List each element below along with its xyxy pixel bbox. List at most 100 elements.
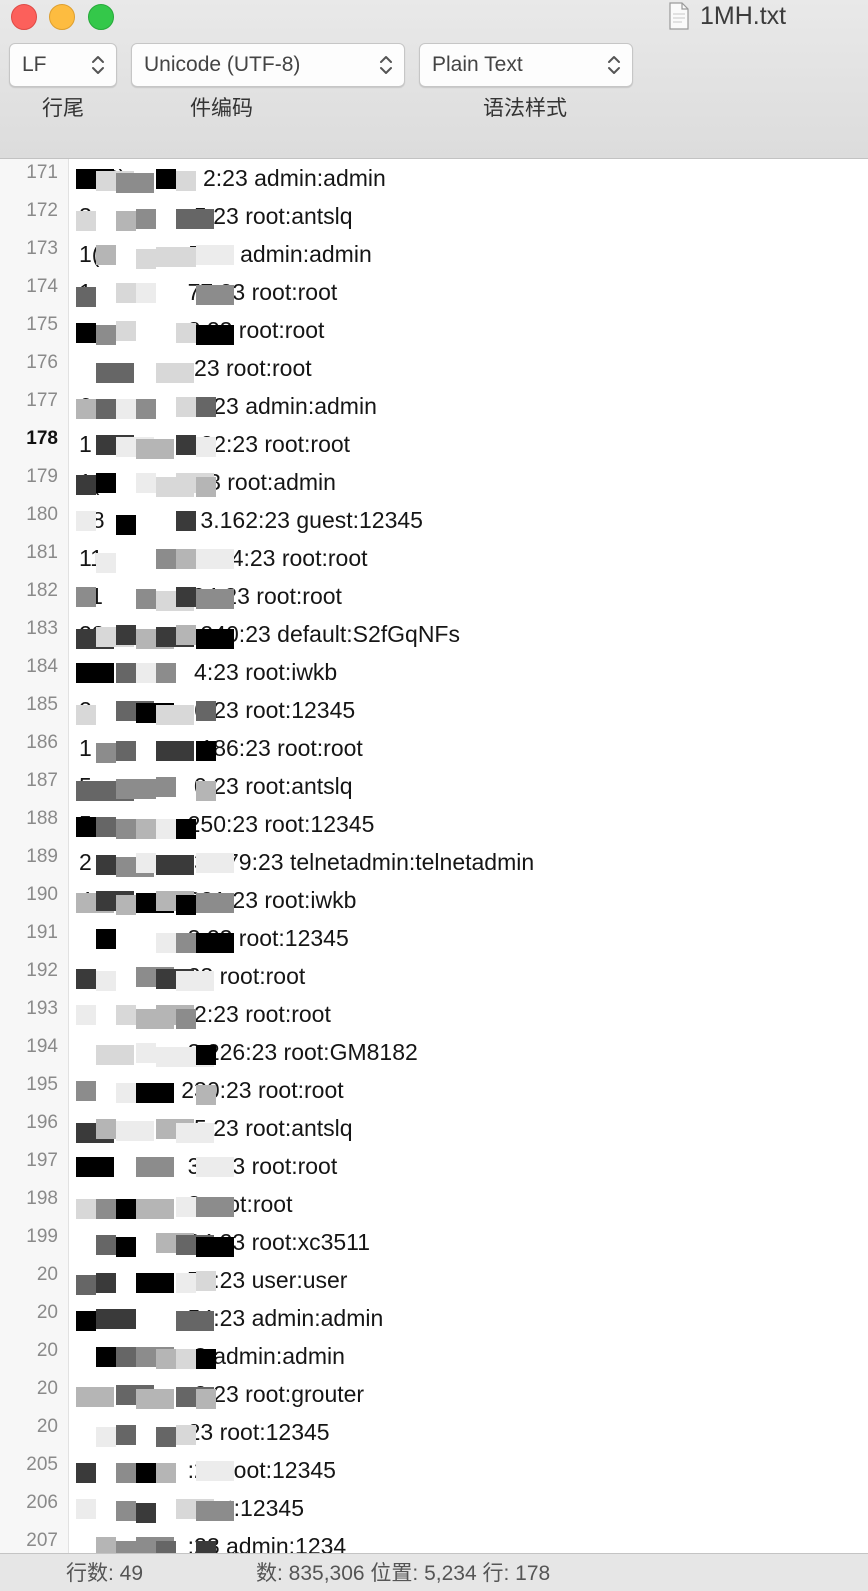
redaction-block <box>96 325 116 345</box>
editor-line[interactable]: 195 230:23 root:root <box>0 1072 868 1110</box>
redaction-block <box>196 1085 216 1105</box>
redaction-block <box>176 511 196 531</box>
line-number: 189 <box>26 846 58 867</box>
redaction-block <box>196 285 234 305</box>
syntax-select[interactable]: Plain Text <box>419 43 633 87</box>
line-number: 206 <box>26 1492 58 1513</box>
redaction-block <box>176 895 196 915</box>
editor-line[interactable]: 193 32:23 root:root <box>0 996 868 1034</box>
redaction-block <box>96 855 116 875</box>
redaction-block <box>176 933 196 953</box>
redaction-block <box>196 933 234 953</box>
redaction-block <box>176 247 196 267</box>
redaction-block <box>96 1045 134 1065</box>
editor-line[interactable]: 20 54:23 admin:admin <box>0 1300 868 1338</box>
text-editor[interactable]: 171 1( ?) 2:23 admin:admin 172 3 5:23 root:… <box>0 159 868 1553</box>
redaction-block <box>156 247 176 267</box>
redaction-block <box>136 1389 174 1409</box>
redaction-block <box>156 819 176 839</box>
editor-line[interactable]: 20 70:23 user:user <box>0 1262 868 1300</box>
redaction-block <box>196 477 216 497</box>
line-number: 20 <box>36 1416 58 1437</box>
line-text: 2:23 root:grouter <box>79 1381 365 1407</box>
close-button[interactable] <box>11 4 37 30</box>
status-position: 数: 835,306 位置: 5,234 行: 178 <box>256 1562 551 1585</box>
editor-line[interactable]: 191 3:23 root:12345 <box>0 920 868 958</box>
redaction-block <box>196 1349 216 1369</box>
encoding-select[interactable]: Unicode (UTF-8) <box>131 43 405 87</box>
redaction-block <box>136 779 156 799</box>
redaction-block <box>156 363 194 383</box>
redaction-block <box>116 1463 136 1483</box>
editor-line[interactable]: 20 2:23 root:grouter <box>0 1376 868 1414</box>
redaction-block <box>176 1197 196 1217</box>
redaction-block <box>156 169 176 189</box>
redaction-block <box>116 1237 136 1257</box>
redaction-block <box>116 1425 136 1445</box>
editor-line[interactable]: 172 3 5:23 root:antslq <box>0 198 868 236</box>
redaction-block <box>116 283 136 303</box>
line-number: 205 <box>26 1454 58 1475</box>
editor-line[interactable]: 18211 94:23 root:root <box>0 578 868 616</box>
editor-line[interactable]: 197 30:23 root:root <box>0 1148 868 1186</box>
redaction-block <box>116 895 136 915</box>
editor-line[interactable]: 176 :23 root:root <box>0 350 868 388</box>
encoding-value: Unicode (UTF-8) <box>144 53 301 76</box>
redaction-block <box>96 743 116 763</box>
redaction-block <box>96 1347 116 1367</box>
line-number: 175 <box>26 314 58 335</box>
line-number: 199 <box>26 1226 58 1247</box>
editor-line[interactable]: 1791( :23 root:admin <box>0 464 868 502</box>
redaction-block <box>136 1157 174 1177</box>
redaction-block <box>76 287 96 307</box>
redaction-block <box>116 1501 136 1521</box>
redaction-block <box>116 1005 136 1025</box>
redaction-block <box>196 629 234 649</box>
redaction-block <box>76 1275 96 1295</box>
redaction-block <box>176 171 196 191</box>
line-number: 195 <box>26 1074 58 1095</box>
redaction-block <box>116 779 136 799</box>
editor-line[interactable]: 178 1 122:23 root:root <box>0 426 868 464</box>
line-number: 180 <box>26 504 58 525</box>
redaction-block <box>96 553 116 573</box>
redaction-block <box>196 893 234 913</box>
redaction-block <box>116 1309 136 1329</box>
redaction-block <box>116 173 154 193</box>
line-number: 20 <box>36 1378 58 1399</box>
redaction-block <box>196 325 234 345</box>
line-number-gutter <box>0 159 69 1553</box>
editor-line[interactable]: 189 2 3.179:23 telnetadmin:telnetadmin <box>0 844 868 882</box>
editor-line[interactable]: 180 18 3.162:23 guest:12345 <box>0 502 868 540</box>
editor-line[interactable]: 192 23 root:root <box>0 958 868 996</box>
line-ending-select[interactable]: LF <box>9 43 117 87</box>
redaction-block <box>156 933 176 953</box>
line-number: 181 <box>26 542 58 563</box>
line-number: 20 <box>36 1302 58 1323</box>
zoom-button[interactable] <box>88 4 114 30</box>
redaction-block <box>176 435 196 455</box>
redaction-block <box>76 323 96 343</box>
redaction-block <box>96 363 134 383</box>
redaction-block <box>136 473 156 493</box>
redaction-block <box>176 1009 196 1029</box>
redaction-block <box>196 1271 216 1291</box>
redaction-block <box>156 1463 176 1483</box>
minimize-button[interactable] <box>49 4 75 30</box>
redaction-block <box>96 1537 116 1553</box>
line-number: 183 <box>26 618 58 639</box>
editor-line[interactable]: 194 3.226:23 root:GM8182 <box>0 1034 868 1072</box>
editor-line[interactable]: 181 11 3.94:23 root:root <box>0 540 868 578</box>
redaction-block <box>196 245 234 265</box>
redaction-block <box>76 1199 96 1219</box>
redaction-block <box>196 1197 234 1217</box>
line-number: 179 <box>26 466 58 487</box>
redaction-block <box>196 1045 216 1065</box>
redaction-block <box>156 1541 176 1553</box>
redaction-block <box>196 589 234 609</box>
redaction-block <box>96 473 116 493</box>
status-bar: 行数: 49 数: 835,306 位置: 5,234 行: 178 <box>0 1553 868 1591</box>
redaction-block <box>136 589 156 609</box>
line-number: 171 <box>26 162 58 183</box>
